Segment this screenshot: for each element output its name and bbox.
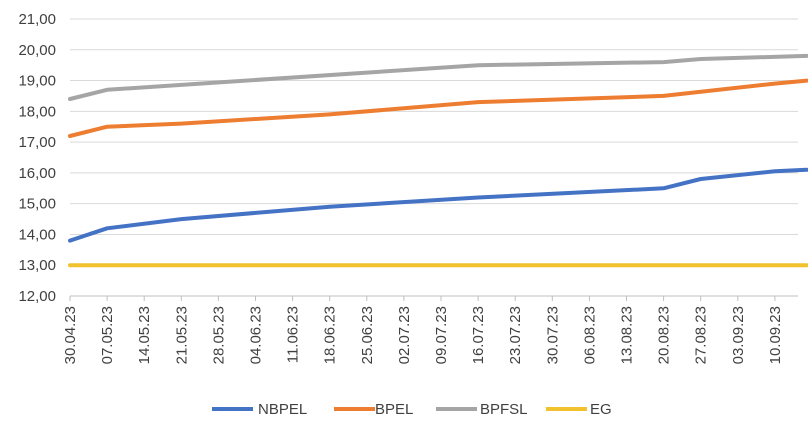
x-tick-label: 20.08.23: [656, 306, 673, 364]
series-line-bpel: [68, 78, 808, 138]
y-tick-label: 20,00: [18, 42, 56, 59]
legend-label-eg: EG: [590, 401, 612, 418]
y-tick-label: 12,00: [18, 288, 56, 305]
x-tick-label: 13.08.23: [619, 306, 636, 364]
y-tick-label: 16,00: [18, 165, 56, 182]
series-line-nbpel: [68, 167, 808, 243]
series-lines: [68, 53, 808, 268]
x-tick-label: 25.06.23: [359, 306, 376, 364]
x-tick-label: 27.08.23: [693, 306, 710, 364]
x-tick-label: 23.07.23: [507, 306, 524, 364]
x-tick-label: 30.07.23: [544, 306, 561, 364]
x-axis: 30.04.23 07.05.23 14.05.23 21.05.23 28.05.23…: [62, 295, 798, 364]
y-tick-label: 21,00: [18, 11, 56, 28]
x-tick-label: 10.09.23: [767, 306, 784, 364]
x-tick-label: 02.07.23: [396, 306, 413, 364]
y-tick-label: 17,00: [18, 134, 56, 151]
x-tick-label: 07.05.23: [99, 306, 116, 364]
y-tick-label: 15,00: [18, 196, 56, 213]
x-tick-label: 14.05.23: [136, 306, 153, 364]
y-tick-label: 13,00: [18, 257, 56, 274]
y-tick-label: 19,00: [18, 73, 56, 90]
series-line-bpfsl: [68, 53, 808, 101]
x-tick-label: 09.07.23: [433, 306, 450, 364]
gridlines: [70, 18, 798, 266]
x-tick-label: 04.06.23: [248, 306, 265, 364]
legend-label-bpfsl: BPFSL: [480, 401, 528, 418]
x-tick-label: 21.05.23: [173, 306, 190, 364]
x-tick-label: 03.09.23: [730, 306, 747, 364]
x-tick-label: 06.08.23: [581, 306, 598, 364]
x-tick-label: 28.05.23: [210, 306, 227, 364]
y-axis: 12,00 13,00 14,00 15,00 16,00 17,00 18,00 19,00…: [18, 11, 56, 305]
y-tick-label: 14,00: [18, 226, 56, 243]
legend-label-nbpel: NBPEL: [258, 401, 307, 418]
x-tick-label: 30.04.23: [62, 306, 79, 364]
x-tick-label: 18.06.23: [322, 306, 339, 364]
legend-label-bpel: BPEL: [375, 401, 413, 418]
x-tick-label: 16.07.23: [470, 306, 487, 364]
x-tick-label: 11.06.23: [285, 306, 302, 363]
y-tick-label: 18,00: [18, 103, 56, 120]
legend: NBPEL BPEL BPFSL EG: [212, 401, 612, 418]
